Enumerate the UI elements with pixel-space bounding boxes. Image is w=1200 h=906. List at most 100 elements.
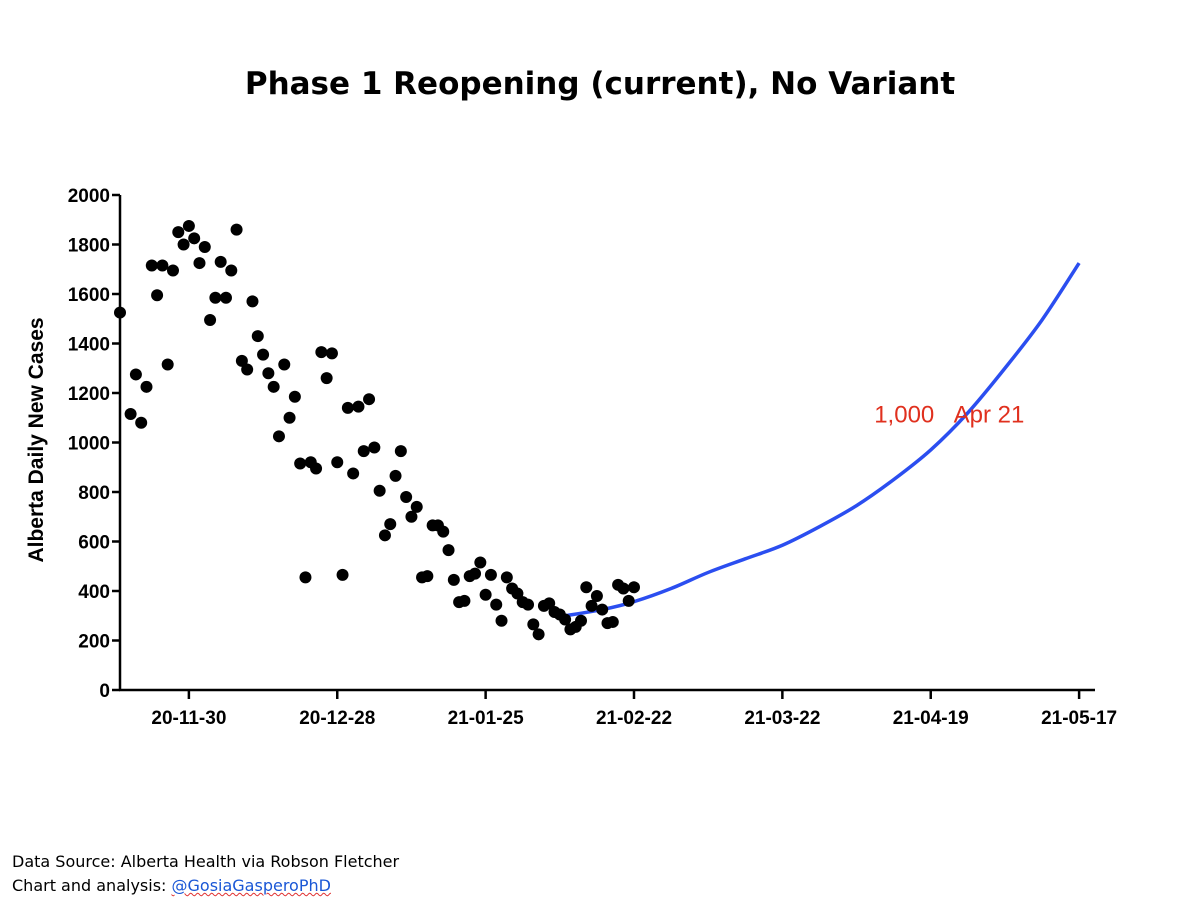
data-point	[378, 529, 391, 542]
data-point	[209, 291, 222, 304]
credit-note: Chart and analysis: @GosiaGasperoPhD	[12, 876, 331, 895]
data-point	[257, 348, 270, 361]
data-point	[320, 372, 333, 385]
data-point	[532, 628, 545, 641]
data-point	[479, 588, 492, 601]
data-point	[474, 556, 487, 569]
data-point	[373, 484, 386, 497]
data-point	[511, 587, 524, 600]
data-point	[204, 313, 217, 326]
data-point	[458, 594, 471, 607]
data-point	[606, 615, 619, 628]
data-point	[177, 238, 190, 251]
y-tick-label: 1000	[68, 434, 110, 455]
x-tick-label: 21-03-22	[744, 708, 820, 729]
data-point	[325, 347, 338, 360]
data-point	[442, 544, 455, 557]
data-point	[288, 390, 301, 403]
data-point	[627, 581, 640, 594]
data-point	[135, 416, 148, 429]
y-tick-label: 400	[78, 582, 110, 603]
data-point	[490, 598, 503, 611]
data-point	[543, 597, 556, 610]
x-tick-label: 20-11-30	[151, 708, 226, 729]
data-point	[469, 567, 482, 580]
data-point	[283, 411, 296, 424]
annotation-label: 1,000	[874, 402, 934, 429]
data-point	[278, 358, 291, 371]
credit-prefix: Chart and analysis:	[12, 876, 172, 895]
data-point	[294, 457, 307, 470]
data-point	[145, 259, 158, 272]
data-source-note: Data Source: Alberta Health via Robson F…	[12, 852, 400, 871]
data-point	[580, 581, 593, 594]
data-point	[500, 571, 513, 584]
data-point	[617, 582, 630, 595]
data-point	[140, 380, 153, 393]
data-point	[400, 490, 413, 503]
data-point	[198, 240, 211, 253]
y-axis: 0 200 400 600 800 1000 1200 1400 1600 1800 2000	[68, 186, 122, 702]
data-point	[559, 613, 572, 626]
data-point	[590, 589, 603, 602]
y-tick-label: 800	[78, 483, 110, 504]
data-point	[421, 570, 434, 583]
data-point	[447, 573, 460, 586]
data-point	[272, 430, 285, 443]
data-point	[575, 614, 588, 627]
data-point	[585, 599, 598, 612]
data-point	[622, 594, 635, 607]
data-point	[214, 255, 227, 268]
data-point	[484, 568, 497, 581]
data-point	[166, 264, 179, 277]
y-tick-label: 200	[78, 632, 110, 653]
y-tick-label: 1800	[68, 236, 110, 257]
data-point	[410, 500, 423, 513]
data-point	[315, 346, 328, 359]
data-point	[437, 525, 450, 538]
data-point	[151, 289, 164, 302]
credit-handle-link[interactable]: @GosiaGasperoPhD	[171, 876, 331, 895]
data-point	[267, 380, 280, 393]
data-point	[596, 603, 609, 616]
data-point	[129, 368, 142, 381]
data-point	[299, 571, 312, 584]
data-point	[193, 257, 206, 270]
data-point	[336, 568, 349, 581]
data-point	[246, 295, 259, 308]
x-tick-label: 20-12-28	[299, 708, 375, 729]
annotations: 1,000 Apr 21	[874, 402, 1024, 429]
y-tick-label: 0	[99, 681, 110, 702]
data-point	[241, 363, 254, 376]
data-point	[230, 223, 243, 236]
data-point	[522, 598, 535, 611]
data-point	[389, 469, 402, 482]
data-point	[225, 264, 238, 277]
annotation-label: Apr 21	[954, 402, 1025, 429]
chart-title: Phase 1 Reopening (current), No Variant	[244, 66, 956, 102]
data-point	[405, 510, 418, 523]
data-point	[156, 259, 169, 272]
data-point	[495, 614, 508, 627]
x-tick-label: 21-02-22	[596, 708, 672, 729]
data-point	[262, 367, 275, 380]
data-point	[172, 226, 185, 239]
data-point	[394, 445, 407, 458]
y-tick-label: 600	[78, 533, 110, 554]
projection-curve	[564, 262, 1081, 618]
data-point	[235, 354, 248, 367]
data-point	[310, 462, 323, 475]
data-point	[347, 467, 360, 480]
data-point	[182, 219, 195, 232]
data-point	[341, 401, 354, 414]
data-point	[527, 618, 540, 631]
data-point	[251, 330, 264, 343]
data-point	[352, 400, 365, 413]
data-point	[363, 393, 376, 406]
y-tick-label: 1200	[68, 384, 110, 405]
data-point	[384, 518, 397, 531]
y-tick-label: 2000	[68, 186, 110, 207]
x-tick-label: 21-04-19	[893, 708, 969, 729]
x-axis: 20-11-30 20-12-28 21-01-25 21-02-22 21-03-22…	[119, 688, 1117, 729]
